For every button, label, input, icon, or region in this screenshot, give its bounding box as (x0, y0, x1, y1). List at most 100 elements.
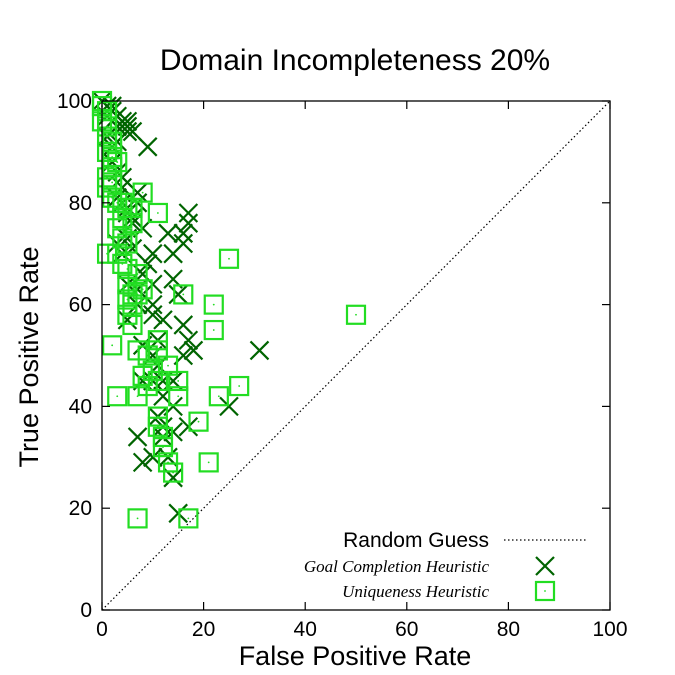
uniqueness-point-67-box (198, 452, 219, 473)
uniqueness-point-39-box (218, 248, 240, 269)
uniqueness-point-43-box (345, 304, 367, 325)
goal-completion-point-52-stroke-b (143, 294, 163, 315)
goal-completion-point-46-stroke-b (173, 223, 194, 244)
uniqueness-point-44-box (102, 335, 123, 356)
legend-goal-completion-marker (535, 556, 555, 576)
goal-completion-point-72-stroke-b (127, 427, 148, 447)
y-tick-label-0: 0 (80, 599, 92, 622)
goal-completion-point-79 (219, 396, 239, 417)
uniqueness-point-65-dot (172, 471, 175, 474)
goal-completion-point-36 (143, 243, 163, 264)
uniqueness-point-34-box (127, 284, 148, 305)
uniqueness-point-46-box (137, 345, 158, 366)
uniqueness-point-59 (229, 375, 250, 397)
goal-completion-point-10-stroke-b (122, 121, 143, 142)
uniqueness-point-67-dot (207, 461, 210, 464)
goal-completion-point-17-stroke-b (137, 137, 158, 157)
uniqueness-point-29-box (127, 263, 148, 285)
goal-completion-point-74-stroke-b (143, 447, 163, 468)
goal-completion-point-73-stroke-b (132, 452, 153, 473)
uniqueness-point-52-box (137, 375, 158, 397)
uniqueness-point-43-dot (355, 313, 357, 316)
uniqueness-point-33-box (122, 294, 143, 315)
uniqueness-point-6-box (102, 131, 123, 152)
goal-completion-point-80-stroke-b (249, 340, 270, 361)
uniqueness-point-39 (218, 248, 240, 269)
uniqueness-point-20 (122, 213, 143, 234)
goal-completion-point-53 (153, 310, 173, 330)
uniqueness-point-25-box (117, 233, 138, 254)
goal-completion-point-45-stroke-b (178, 213, 199, 233)
uniqueness-point-47-box (147, 340, 168, 361)
uniqueness-point-43 (345, 304, 367, 325)
uniqueness-point-40-box (173, 284, 194, 305)
goal-completion-point-51 (168, 284, 188, 305)
goal-completion-point-78 (178, 416, 199, 437)
uniqueness-point-48 (147, 330, 168, 351)
uniqueness-point-11-box (96, 167, 118, 188)
goal-completion-point-49-stroke-b (158, 223, 178, 244)
uniqueness-point-57 (107, 386, 128, 407)
uniqueness-point-9 (107, 151, 128, 173)
uniqueness-point-55-dot (177, 395, 180, 398)
plot-frame (101, 100, 611, 611)
y-tick-label-5: 100 (57, 90, 92, 113)
uniqueness-point-7-box (96, 141, 118, 162)
goal-completion-point-45 (178, 213, 199, 233)
uniqueness-point-42-box (203, 319, 224, 341)
goal-completion-point-35 (137, 254, 158, 274)
goal-completion-point-11-stroke-b (117, 111, 138, 132)
uniqueness-point-39-dot (228, 257, 230, 260)
uniqueness-point-49-box (157, 355, 179, 376)
uniqueness-point-58 (208, 386, 229, 407)
goal-completion-point-48-stroke-b (163, 243, 183, 264)
uniqueness-point-27-box (112, 253, 133, 274)
x-tick-label-2: 40 (294, 618, 317, 641)
uniqueness-point-38 (96, 243, 118, 264)
x-tick-label-0: 0 (96, 618, 108, 641)
uniqueness-point-18-box (122, 197, 143, 218)
uniqueness-point-32-box (117, 289, 138, 310)
goal-completion-point-44-stroke-b (178, 203, 199, 223)
uniqueness-point-48-dot (156, 339, 159, 342)
uniqueness-point-35-box (117, 304, 138, 325)
uniqueness-point-38-dot (106, 252, 108, 255)
goal-completion-point-78-stroke-b (178, 416, 199, 437)
uniqueness-point-45-box (127, 340, 148, 361)
uniqueness-point-68-dot (136, 517, 139, 520)
uniqueness-point-62-box (152, 426, 174, 448)
uniqueness-point-9-box (107, 151, 128, 173)
uniqueness-point-21-box (132, 182, 153, 203)
y-axis-label: True Positive Rate (14, 246, 44, 467)
uniqueness-point-68 (127, 508, 148, 529)
y-tick-label-3: 60 (69, 294, 92, 317)
uniqueness-point-22-box (147, 202, 168, 224)
uniqueness-point-68-box (127, 508, 148, 529)
uniqueness-point-36-box (122, 314, 143, 336)
uniqueness-point-41-box (203, 294, 224, 315)
uniqueness-point-37 (132, 279, 153, 300)
uniqueness-point-63-dot (162, 446, 164, 449)
goal-completion-point-51-stroke-b (168, 284, 188, 305)
uniqueness-point-61-box (147, 416, 168, 437)
goal-completion-point-36-stroke-b (143, 243, 163, 264)
uniqueness-point-38-box (96, 243, 118, 264)
uniqueness-point-40-dot (182, 293, 185, 296)
legend-random-guess-label: Random Guess (343, 529, 489, 552)
uniqueness-point-42 (203, 319, 224, 341)
uniqueness-point-24 (112, 228, 133, 249)
x-tick-label-5: 100 (592, 618, 627, 641)
uniqueness-point-58-dot (217, 395, 220, 398)
uniqueness-point-65-box (163, 462, 184, 483)
uniqueness-point-22 (147, 202, 168, 224)
uniqueness-point-54-dot (177, 380, 180, 382)
legend-uniqueness-label: Uniqueness Heuristic (342, 582, 489, 601)
legend-goal-completion-label: Goal Completion Heuristic (304, 557, 490, 576)
y-tick-label-1: 20 (69, 497, 92, 520)
uniqueness-point-21-dot (141, 191, 144, 194)
goal-completion-point-80 (249, 340, 270, 361)
uniqueness-point-54 (168, 370, 189, 392)
uniqueness-point-49-dot (167, 364, 169, 367)
uniqueness-point-69-dot (187, 517, 190, 520)
uniqueness-point-66 (188, 411, 209, 432)
